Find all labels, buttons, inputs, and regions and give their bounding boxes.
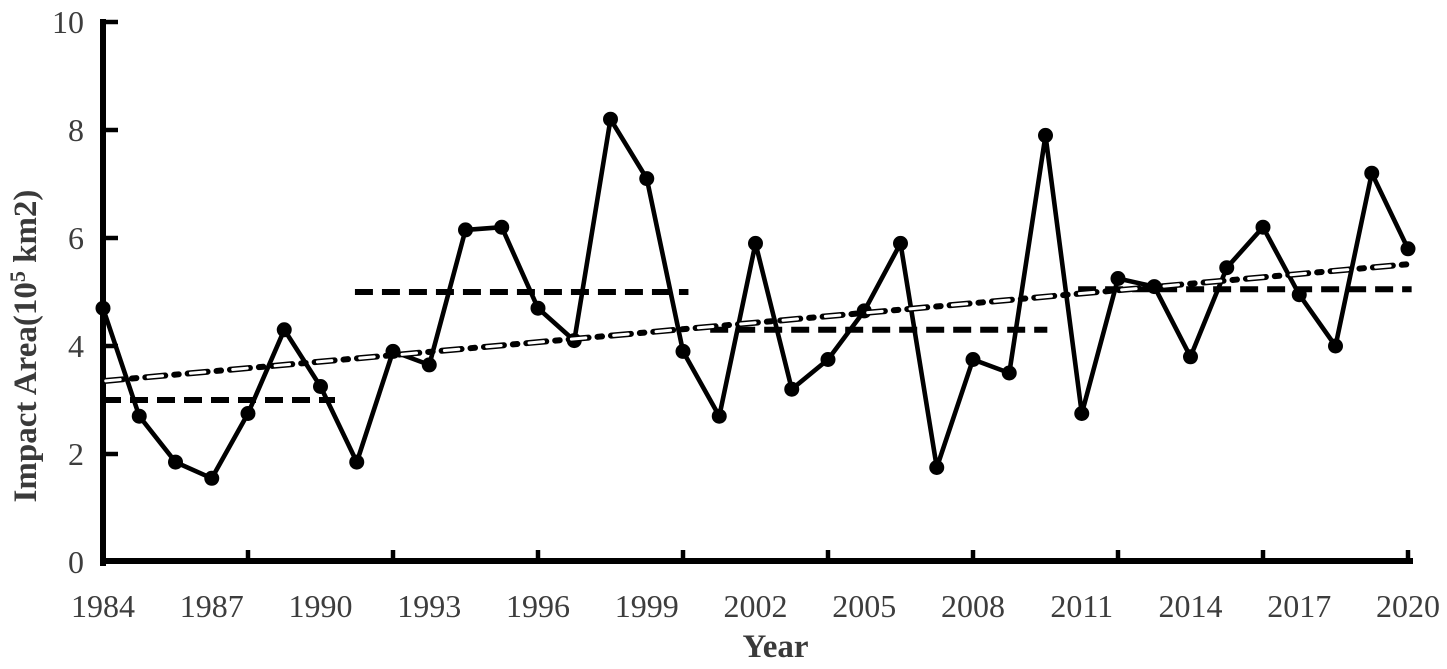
data-point-marker bbox=[204, 470, 220, 486]
x-tick-label: 1996 bbox=[506, 588, 570, 624]
data-point-marker bbox=[240, 406, 256, 421]
data-point-marker bbox=[1400, 241, 1416, 257]
data-point-marker bbox=[711, 408, 727, 424]
data-point-marker bbox=[1074, 406, 1090, 421]
data-point-marker bbox=[675, 343, 691, 359]
y-tick-label: 6 bbox=[68, 220, 84, 256]
data-point-marker bbox=[1328, 338, 1343, 354]
data-point-marker bbox=[131, 408, 147, 424]
data-point-marker bbox=[748, 235, 763, 251]
data-point-marker bbox=[494, 219, 510, 235]
x-tick-label: 2011 bbox=[1050, 588, 1113, 624]
data-point-marker bbox=[1255, 219, 1271, 235]
y-axis-title: Impact Area(105 km2) bbox=[5, 190, 44, 503]
x-tick-label: 1990 bbox=[289, 588, 353, 624]
data-point-marker bbox=[530, 300, 546, 316]
x-tick-label: 2005 bbox=[832, 588, 896, 624]
data-point-marker bbox=[421, 357, 437, 373]
data-point-marker bbox=[1364, 165, 1380, 181]
y-tick-label: 2 bbox=[68, 436, 84, 472]
data-point-marker bbox=[313, 379, 328, 394]
x-tick-label: 2020 bbox=[1376, 588, 1440, 624]
y-tick-label: 8 bbox=[68, 112, 84, 148]
x-tick-label: 1993 bbox=[397, 588, 461, 624]
data-point-marker bbox=[1183, 349, 1198, 365]
data-point-marker bbox=[929, 460, 945, 475]
x-tick-label: 1984 bbox=[71, 588, 135, 624]
data-point-marker bbox=[784, 381, 800, 397]
data-point-marker bbox=[639, 171, 655, 187]
data-point-marker bbox=[603, 111, 618, 127]
data-point-marker bbox=[820, 352, 836, 367]
x-tick-label: 1999 bbox=[615, 588, 679, 624]
x-tick-label: 2017 bbox=[1267, 588, 1331, 624]
data-series-line bbox=[100, 116, 1411, 481]
data-point-marker bbox=[1038, 127, 1053, 143]
x-tick-label: 2008 bbox=[941, 588, 1005, 624]
trend-line-core bbox=[101, 262, 1414, 383]
data-point-marker bbox=[276, 322, 292, 338]
y-tick-label: 0 bbox=[68, 544, 84, 580]
data-point-marker bbox=[1110, 271, 1126, 286]
data-point-marker bbox=[458, 222, 473, 238]
data-point-marker bbox=[95, 300, 111, 316]
data-point-marker bbox=[349, 454, 365, 470]
x-tick-label: 2014 bbox=[1159, 588, 1223, 624]
x-tick-label: 2002 bbox=[724, 588, 788, 624]
data-point-marker bbox=[1001, 365, 1017, 381]
data-point-marker bbox=[1219, 260, 1235, 276]
data-point-marker bbox=[893, 235, 908, 251]
x-axis-title: Year bbox=[743, 629, 809, 665]
y-tick-label: 10 bbox=[52, 4, 84, 40]
x-tick-label: 1987 bbox=[180, 588, 244, 624]
y-tick-label: 4 bbox=[68, 328, 84, 364]
data-point-marker bbox=[168, 454, 183, 470]
data-point-marker bbox=[965, 352, 981, 367]
